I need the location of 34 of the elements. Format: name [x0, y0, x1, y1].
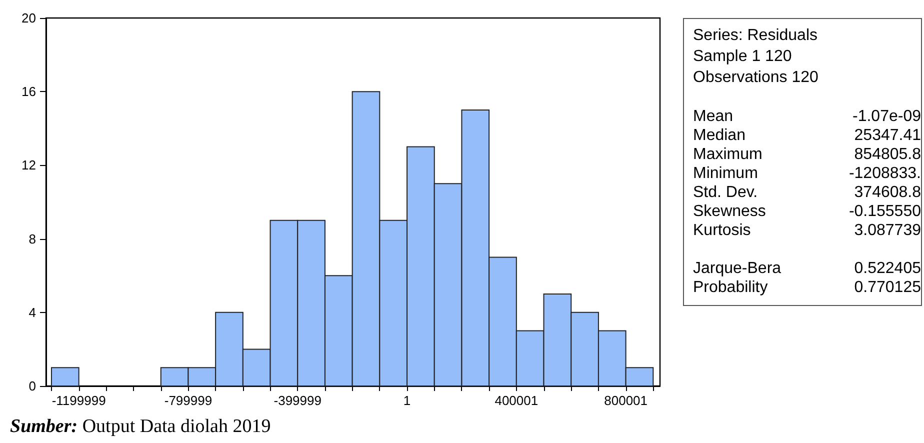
text: -0.155550 — [848, 202, 921, 221]
text: -1208833. — [848, 164, 921, 183]
x-tick-label: 1 — [403, 393, 411, 408]
text: Maximum — [693, 146, 762, 163]
text: 854805.8 — [854, 145, 921, 164]
text: 0.522405 — [854, 259, 921, 278]
x-tick-label: -1199999 — [52, 393, 106, 408]
text: 374608.8 — [854, 183, 921, 202]
text: Sumber: Output Data diolah 2019 — [10, 416, 271, 437]
text: -1.07e-09 — [852, 107, 921, 126]
text: Sample 1 120 — [693, 47, 793, 67]
text: Observations 120 — [693, 68, 820, 88]
text: Std. Dev. — [693, 184, 758, 201]
y-tick-label: 12 — [22, 158, 36, 173]
text: Probability — [693, 279, 768, 296]
text: 3.087739 — [854, 221, 921, 240]
text: Series: Residuals — [693, 26, 818, 46]
x-tick-label: 400001 — [494, 393, 538, 408]
text: Median — [693, 127, 746, 144]
y-tick-label: 0 — [28, 378, 36, 394]
text: Mean — [693, 108, 734, 125]
x-tick-label: -799999 — [164, 393, 212, 408]
text: Jarque-Bera — [693, 260, 782, 277]
y-tick-label: 16 — [22, 84, 36, 100]
y-tick-label: 8 — [28, 231, 36, 246]
text: 25347.41 — [854, 126, 921, 145]
text: Minimum — [693, 165, 758, 182]
text: Skewness — [693, 203, 766, 220]
text: Kurtosis — [693, 222, 751, 239]
y-tick-label: 20 — [22, 10, 36, 26]
y-tick-label: 4 — [28, 304, 36, 320]
x-tick-label: -399999 — [274, 393, 322, 408]
text: 0.770125 — [854, 278, 921, 297]
x-tick-label: 800001 — [604, 393, 648, 408]
